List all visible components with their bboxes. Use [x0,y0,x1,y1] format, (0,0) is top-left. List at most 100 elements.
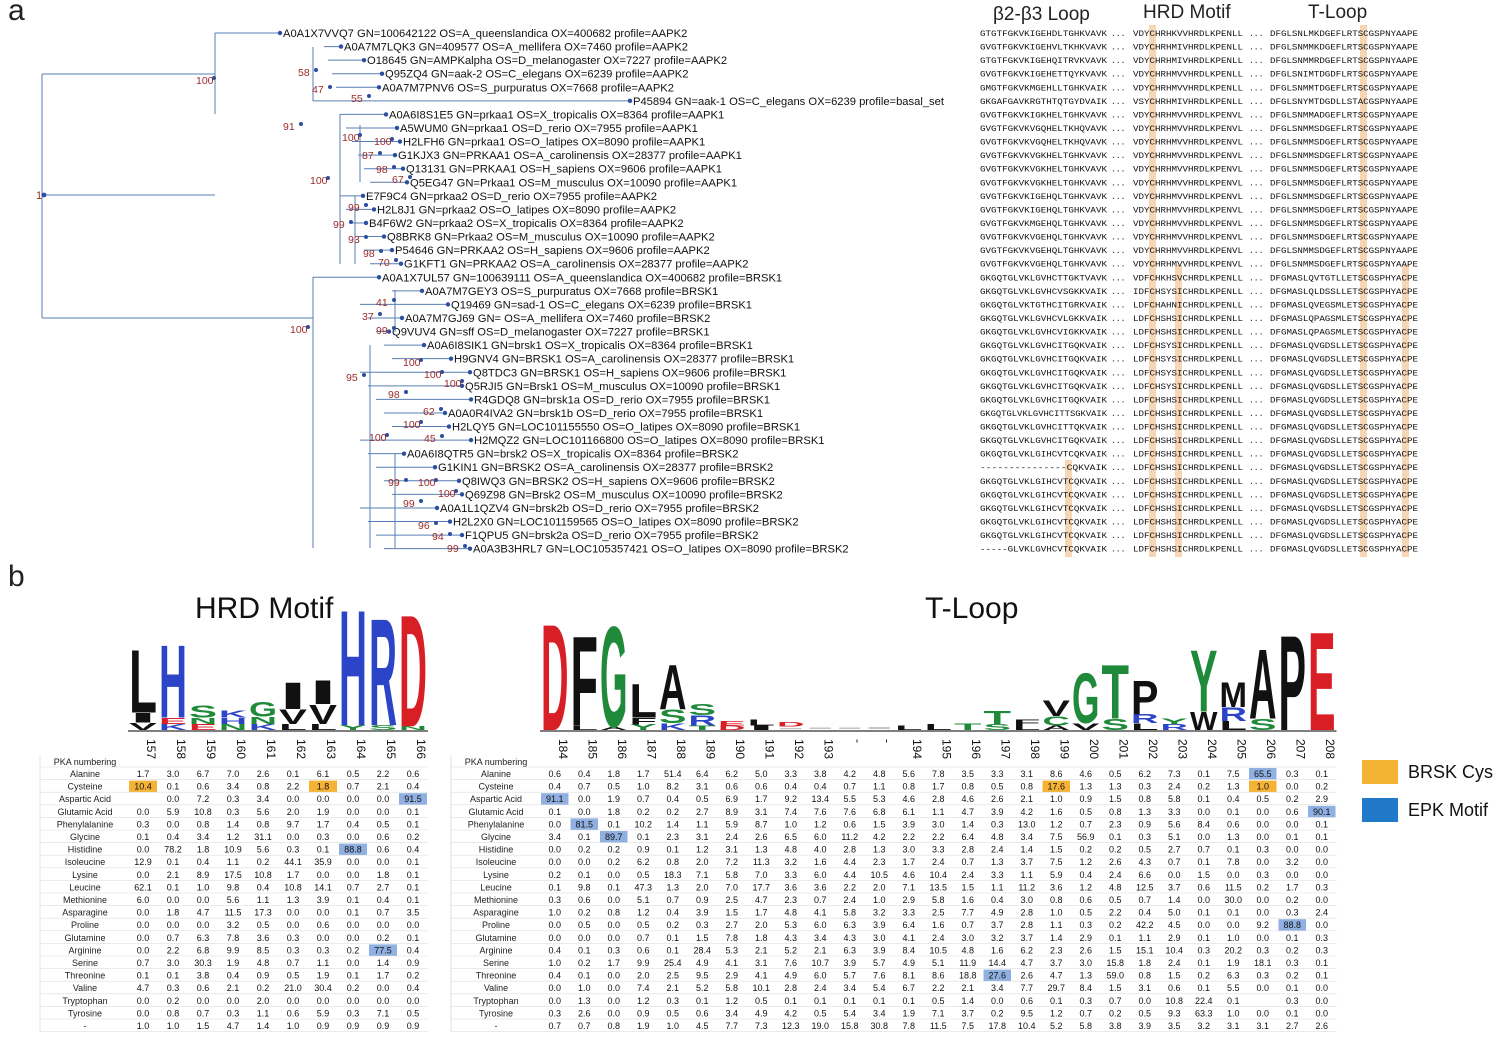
tloop-seq: DFGMASLQVGDSLLETSCGSPHYACPE [1270,491,1418,500]
logo-letter: D [399,582,427,761]
table-cell: 0.1 [1227,807,1240,817]
table-cell: 1.1 [873,782,886,792]
table-cell: 2.7 [1286,1021,1299,1031]
tree-leaf-label: A0A6I8S1E5 GN=prkaa1 OS=X_tropicalis OX=… [389,109,724,121]
table-cell: 10.2 [634,819,652,829]
table-cell: 0.0 [548,983,561,993]
tree-internal-node [392,298,396,302]
table-cell: 0.1 [873,996,886,1006]
table-cell: 0.1 [317,845,330,855]
highlight-cell [1278,919,1306,931]
tloop-seq: DFGLSNMMSDGEFLRTSCGSPNYAAPE [1270,125,1418,134]
table-cell: 2.1 [227,983,240,993]
table-cell: 2.6 [257,769,270,779]
amino-acid-label: Histidine [68,845,103,855]
table-cell: 7.8 [1227,857,1240,867]
logo-letter: F [571,611,599,754]
table-cell: 0.5 [287,971,300,981]
highlight-cell [983,969,1011,982]
table-cell: 20.2 [1224,945,1242,955]
align-gap: ... [1111,179,1125,188]
table-cell: 0.2 [578,908,591,918]
table-cell: 0.2 [1286,945,1299,955]
table-cell: 0.0 [347,920,360,930]
table-cell: 1.8 [317,782,330,792]
table-cell: 0.0 [197,996,210,1006]
tloop-seq: DFGLSNMMSDGEFLRTSCGSPNYAAPE [1270,234,1418,243]
hrd-seq: LDFCHSHSICHRDLKPENLL [1133,396,1243,405]
table-cell: 1.5 [1197,870,1210,880]
support-value: 100 [374,136,392,148]
table-cell: 9.8 [227,882,240,892]
logo-letter: H [219,716,247,726]
table-cell: 4.9 [991,908,1004,918]
table-cell: 0.0 [347,807,360,817]
table-cell: 0.7 [347,782,360,792]
table-cell: 9.2 [1256,920,1269,930]
align-gap: ... [1249,301,1263,310]
align-gap: ... [1249,220,1263,229]
table-cell: 2.4 [932,933,945,943]
table-cell: 1.4 [1168,895,1181,905]
logo-letter: L [1013,724,1041,731]
table-cell: 0.0 [1197,895,1210,905]
table-cell: 0.0 [607,920,620,930]
table-cell: 0.7 [961,920,974,930]
logo-letter: S [984,723,1011,732]
table-cell: 0.8 [607,1021,620,1031]
loop-seq: GMGTFGKVKMGEHLLTGHKVAIK [980,84,1107,93]
table-cell: 6.0 [814,832,827,842]
align-gap: ... [1249,451,1263,460]
table-cell: 21.0 [284,983,302,993]
table-cell: 0.2 [407,971,420,981]
tloop-seq: DFGLSNMMTDGEFLRTSCGSPNYAAPE [1270,84,1418,93]
table-cell: 6.0 [137,895,150,905]
table-cell: 10.4 [134,782,152,792]
table-cell: 0.2 [991,1008,1004,1018]
table-cell: 0.7 [578,1021,591,1031]
hrd-seq: LDFCHSHSICHRDLKPENLL [1133,464,1243,473]
table-cell: 91.1 [546,794,564,804]
position-header: 207 [1293,739,1307,759]
table-cell: 5.8 [1168,794,1181,804]
table-cell: 1.3 [1079,971,1092,981]
align-gap: ... [1111,329,1125,338]
table-cell: 4.1 [902,933,915,943]
table-cell: 4.1 [814,908,827,918]
table-cell: 0.5 [377,819,390,829]
table-cell: 0.5 [637,870,650,880]
tree-leaf-label: Q95ZQ4 GN=aak-2 OS=C_elegans OX=6239 pro… [385,69,688,81]
amino-acid-label: Methionine [474,895,518,905]
table-cell: 0.0 [317,908,330,918]
table-cell: 3.4 [843,983,856,993]
table-cell: 1.4 [961,996,974,1006]
table-cell: 4.8 [784,908,797,918]
table-cell: 2.4 [1109,870,1122,880]
align-gap: ... [1249,30,1263,39]
table-cell: 3.1 [1138,983,1151,993]
table-cell: 3.4 [873,1008,886,1018]
table-cell: 0.1 [347,895,360,905]
tree-leaf-label: A0A0R4IVA2 GN=brsk1b OS=D_rerio OX=7955 … [448,408,763,420]
table-cell: 0.0 [1315,845,1328,855]
table-cell: 3.4 [227,782,240,792]
table-cell: 0.1 [1286,983,1299,993]
table-cell: 0.1 [287,769,300,779]
logo-letter: I [748,724,776,731]
tree-internal-node [299,122,303,126]
table-cell: 0.0 [167,819,180,829]
table-cell: 0.6 [725,782,738,792]
loop-seq: GVGTFGKVKVGEHQLTGHKVAVK [980,261,1107,270]
table-cell: 0.5 [607,782,620,792]
align-gap: ... [1111,410,1125,419]
logo-letter: M [1219,675,1247,714]
align-gap: ... [1111,288,1125,297]
tree-leaf-node [383,112,389,117]
align-gap: ... [1249,546,1263,555]
hrd-seq: VDYCHRHMVVHRDLKPENVL [1133,206,1243,215]
table-cell: 4.6 [902,794,915,804]
table-cell: 0.5 [1109,895,1122,905]
amino-acid-label: Isoleucine [65,857,106,867]
table-cell: 0.0 [347,933,360,943]
table-cell: 11.2 [1018,882,1035,892]
